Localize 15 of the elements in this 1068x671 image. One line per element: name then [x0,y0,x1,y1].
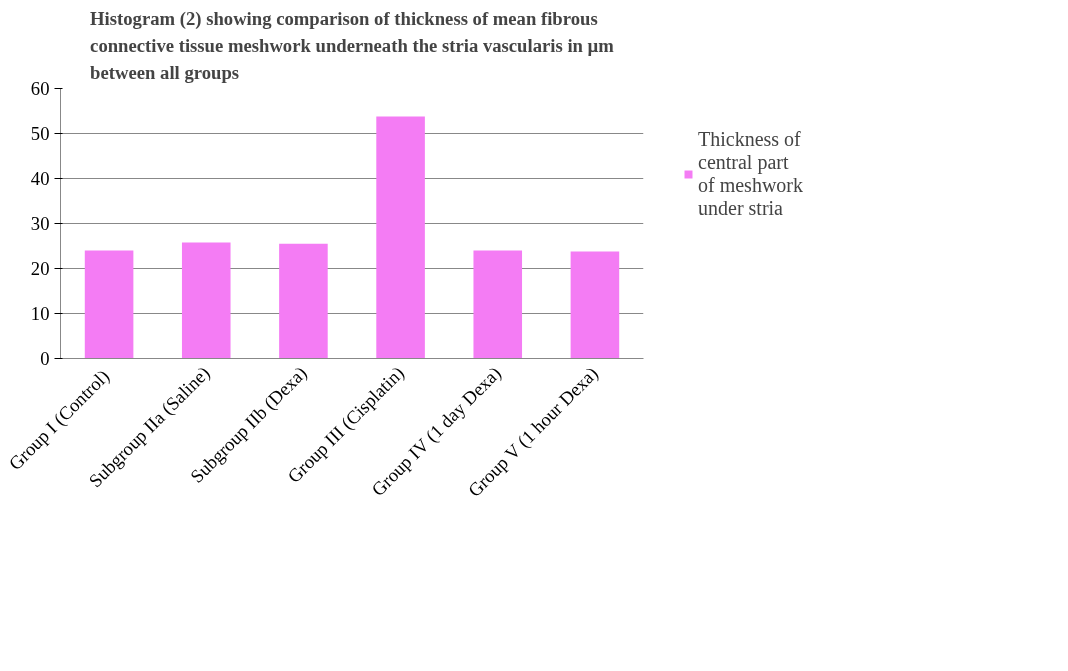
y-tick-label: 40 [30,168,50,189]
bar [473,250,523,359]
y-tick-label: 10 [30,303,50,324]
bar [181,242,231,359]
y-tick-label: 50 [30,123,50,144]
y-tick-label: 30 [30,213,50,234]
bar [376,116,425,359]
y-tick-label: 60 [30,78,50,99]
y-tick-label: 0 [40,348,50,369]
bar [84,250,134,359]
bar [570,251,620,359]
chart-title: Histogram (2) showing comparison of thickness of mean fibrous connective tissue meshwork underneath the stria vascularis in µm between all groups [90,7,615,84]
legend-label: Thickness of central part of meshwork under stria [698,128,803,220]
bar [279,243,328,359]
y-tick-label: 20 [30,258,50,279]
